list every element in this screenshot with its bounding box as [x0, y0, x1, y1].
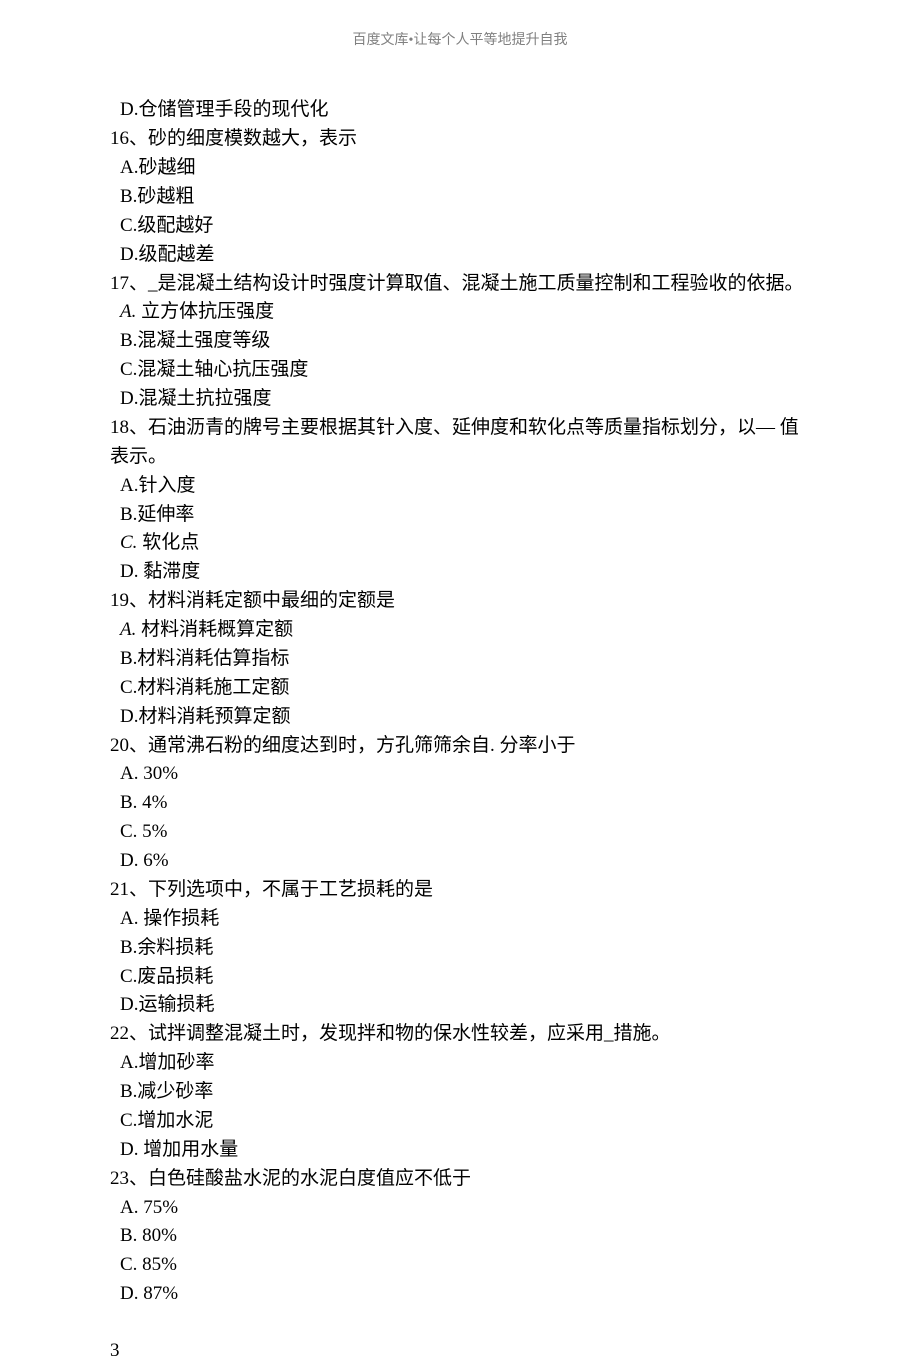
- page-number: 3: [110, 1337, 810, 1366]
- option-line: D.混凝土抗拉强度: [110, 385, 810, 414]
- option-line: C.废品损耗: [110, 963, 810, 992]
- option-line: B.砂越粗: [110, 183, 810, 212]
- option-line: A. 75%: [110, 1194, 810, 1223]
- option-line: C. 85%: [110, 1251, 810, 1280]
- option-line: D. 87%: [110, 1280, 810, 1309]
- option-line: D. 6%: [110, 847, 810, 876]
- option-line: D.仓储管理手段的现代化: [110, 96, 810, 125]
- question-line: 20、通常沸石粉的细度达到时，方孔筛筛余自. 分率小于: [110, 732, 810, 761]
- option-line: A. 操作损耗: [110, 905, 810, 934]
- option-line: D. 增加用水量: [110, 1136, 810, 1165]
- option-line: C.材料消耗施工定额: [110, 674, 810, 703]
- option-line: A.砂越细: [110, 154, 810, 183]
- option-line: B. 80%: [110, 1222, 810, 1251]
- option-line: B.余料损耗: [110, 934, 810, 963]
- question-line: 21、下列选项中，不属于工艺损耗的是: [110, 876, 810, 905]
- option-line: B.减少砂率: [110, 1078, 810, 1107]
- question-line: 22、试拌调整混凝土时，发现拌和物的保水性较差，应采用_措施。: [110, 1020, 810, 1049]
- option-line: C.级配越好: [110, 212, 810, 241]
- option-line: A.增加砂率: [110, 1049, 810, 1078]
- option-line: D.运输损耗: [110, 991, 810, 1020]
- question-line: 23、白色硅酸盐水泥的水泥白度值应不低于: [110, 1165, 810, 1194]
- option-line: C.混凝土轴心抗压强度: [110, 356, 810, 385]
- option-line: D.级配越差: [110, 241, 810, 270]
- option-line: A. 材料消耗概算定额: [110, 616, 810, 645]
- option-line: A. 立方体抗压强度: [110, 298, 810, 327]
- question-line: 17、_是混凝土结构设计时强度计算取值、混凝土施工质量控制和工程验收的依据。: [110, 270, 810, 299]
- option-line: B.材料消耗估算指标: [110, 645, 810, 674]
- option-line: D.材料消耗预算定额: [110, 703, 810, 732]
- option-line: D. 黏滞度: [110, 558, 810, 587]
- question-line: 19、材料消耗定额中最细的定额是: [110, 587, 810, 616]
- question-line: 16、砂的细度模数越大，表示: [110, 125, 810, 154]
- question-line: 18、石油沥青的牌号主要根据其针入度、延伸度和软化点等质量指标划分，以— 值表示…: [110, 414, 810, 472]
- option-line: B.延伸率: [110, 501, 810, 530]
- page-header: 百度文库•让每个人平等地提升自我: [110, 30, 810, 51]
- option-line: B. 4%: [110, 789, 810, 818]
- option-line: A.针入度: [110, 472, 810, 501]
- option-line: A. 30%: [110, 760, 810, 789]
- option-line: C. 软化点: [110, 529, 810, 558]
- document-body: D.仓储管理手段的现代化16、砂的细度模数越大，表示A.砂越细B.砂越粗C.级配…: [110, 96, 810, 1309]
- option-line: C.增加水泥: [110, 1107, 810, 1136]
- option-line: C. 5%: [110, 818, 810, 847]
- option-line: B.混凝土强度等级: [110, 327, 810, 356]
